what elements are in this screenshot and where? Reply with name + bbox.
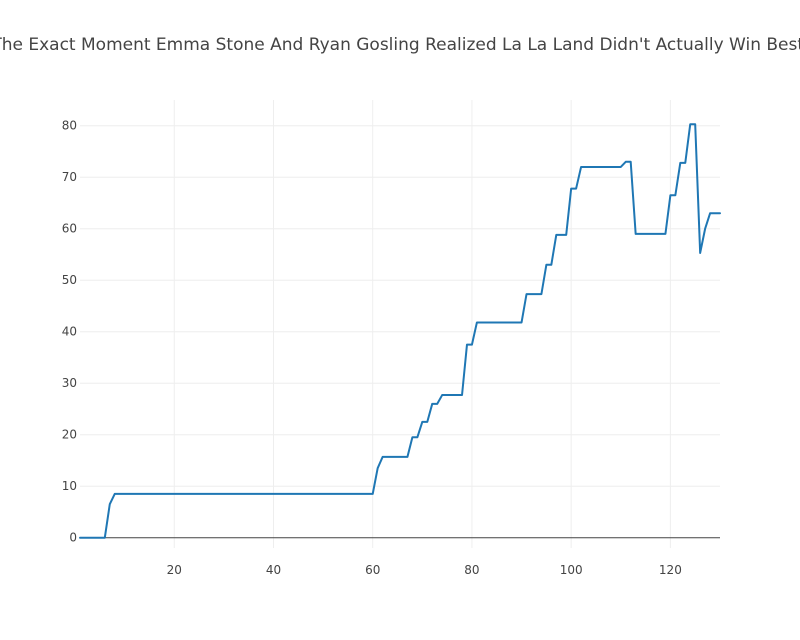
x-tick-label: 60 xyxy=(365,563,380,577)
y-tick-label: 80 xyxy=(62,119,77,133)
chart-title: Here's The Exact Moment Emma Stone And R… xyxy=(0,35,800,55)
y-tick-label: 40 xyxy=(62,325,77,339)
x-tick-label: 100 xyxy=(560,563,583,577)
y-tick-label: 30 xyxy=(62,376,77,390)
y-tick-label: 20 xyxy=(62,428,77,442)
x-tick-label: 80 xyxy=(464,563,479,577)
y-tick-label: 50 xyxy=(62,273,77,287)
x-tick-label: 20 xyxy=(167,563,182,577)
tick-labels: 0 10 20 30 40 50 60 70 80 20 40 60 80 100 120 xyxy=(62,119,682,577)
series-layer xyxy=(79,123,721,539)
x-tick-label: 40 xyxy=(266,563,281,577)
y-tick-label: 10 xyxy=(62,479,77,493)
grid-lines xyxy=(80,100,720,548)
y-tick-label: 60 xyxy=(62,222,77,236)
x-tick-label: 120 xyxy=(659,563,682,577)
series-line xyxy=(79,123,721,539)
y-tick-label: 70 xyxy=(62,170,77,184)
y-tick-label: 0 xyxy=(69,531,77,545)
